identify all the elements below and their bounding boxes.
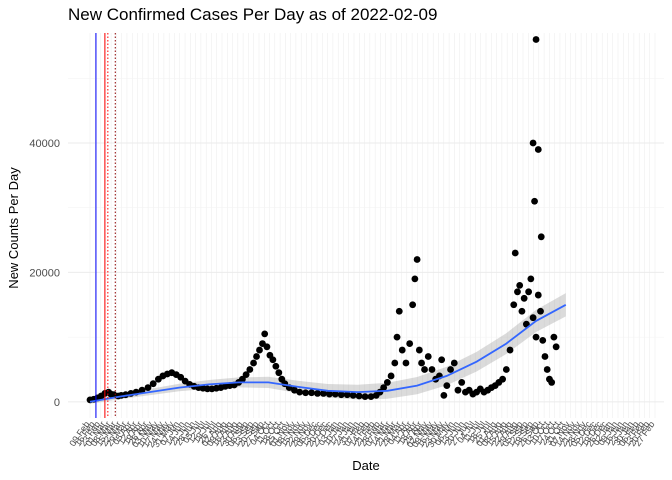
- data-point: [443, 382, 451, 390]
- data-point: [272, 362, 280, 370]
- data-point: [343, 391, 351, 399]
- data-point: [424, 353, 432, 360]
- data-point: [511, 249, 519, 257]
- y-tick-label: 40000: [29, 138, 60, 150]
- data-point: [406, 340, 414, 347]
- data-point: [529, 314, 537, 322]
- data-point: [525, 288, 533, 296]
- data-point: [534, 146, 542, 153]
- data-point: [314, 390, 321, 397]
- data-point: [325, 390, 333, 398]
- plot-panel: [68, 33, 664, 418]
- data-point: [275, 369, 283, 377]
- data-point: [527, 275, 535, 283]
- data-point: [510, 301, 518, 309]
- data-point: [144, 384, 152, 391]
- trend-layer: [89, 304, 567, 403]
- data-point: [447, 366, 454, 373]
- data-point: [518, 307, 526, 315]
- data-point: [529, 139, 537, 147]
- data-point: [541, 353, 549, 360]
- data-point: [149, 380, 157, 388]
- data-point: [239, 375, 246, 383]
- data-point: [331, 390, 339, 398]
- data-point: [253, 353, 260, 360]
- data-point: [337, 391, 345, 399]
- y-axis-label: New Counts Per Day: [6, 167, 21, 289]
- data-point: [138, 386, 146, 394]
- data-point: [387, 372, 395, 380]
- chart-title: New Confirmed Cases Per Day as of 2022-0…: [68, 5, 438, 24]
- data-point: [383, 379, 391, 386]
- data-point: [391, 359, 399, 367]
- x-axis-label: Date: [352, 458, 379, 473]
- data-point: [458, 379, 466, 386]
- data-point: [440, 391, 448, 399]
- data-point: [532, 36, 540, 43]
- data-point: [520, 294, 528, 302]
- data-point: [537, 233, 545, 241]
- data-point: [291, 386, 298, 394]
- data-point: [302, 389, 309, 397]
- data-point: [320, 390, 327, 397]
- data-point: [415, 346, 423, 354]
- data-point: [438, 356, 446, 364]
- data-point: [531, 197, 538, 205]
- data-point: [398, 346, 406, 354]
- data-point: [269, 356, 277, 364]
- data-point: [395, 307, 403, 315]
- y-axis-ticks: 0 20000 40000: [29, 138, 60, 409]
- data-point: [308, 389, 315, 397]
- trend-line: [89, 304, 567, 403]
- data-point: [409, 301, 417, 309]
- data-point: [514, 288, 521, 296]
- data-point: [413, 256, 421, 263]
- data-point: [393, 333, 401, 341]
- data-point: [506, 346, 514, 354]
- data-point: [367, 393, 375, 401]
- grid-layer: [68, 33, 664, 418]
- y-tick-label: 20000: [29, 267, 60, 279]
- data-point: [450, 359, 458, 367]
- data-point: [355, 392, 363, 400]
- data-point: [256, 346, 263, 354]
- data-point: [296, 388, 304, 396]
- y-tick-label: 0: [54, 397, 60, 409]
- data-point: [550, 333, 558, 341]
- data-point: [516, 281, 524, 289]
- data-point: [246, 366, 254, 373]
- data-point: [242, 371, 250, 379]
- reference-lines: [95, 33, 116, 418]
- data-point: [428, 366, 436, 373]
- data-point: [534, 291, 542, 299]
- data-point: [250, 359, 257, 367]
- data-point: [411, 275, 419, 283]
- data-point: [418, 359, 425, 367]
- data-point: [548, 379, 556, 386]
- data-point: [454, 386, 462, 394]
- data-point: [402, 359, 410, 367]
- data-point: [380, 384, 388, 391]
- data-point: [537, 307, 544, 315]
- data-point: [177, 373, 185, 381]
- data-point: [263, 343, 271, 351]
- data-point: [499, 375, 506, 383]
- data-point: [552, 343, 560, 351]
- data-point: [261, 330, 269, 338]
- data-point: [349, 391, 357, 399]
- data-point: [421, 366, 428, 373]
- data-point: [543, 366, 551, 373]
- data-point: [532, 333, 540, 341]
- data-point: [502, 366, 510, 373]
- data-point: [539, 336, 547, 344]
- data-point: [361, 393, 369, 401]
